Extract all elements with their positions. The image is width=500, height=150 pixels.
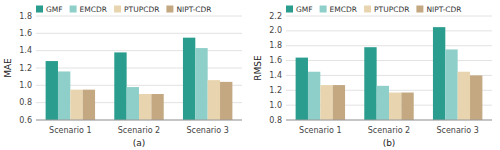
x-tick-label: Scenario 2 xyxy=(368,126,410,135)
y-tick-label: 2.0 xyxy=(269,26,282,35)
legend-item: EMCDR xyxy=(70,5,107,14)
legend-item: GMF xyxy=(286,5,313,14)
legend-swatch xyxy=(114,6,121,13)
bar xyxy=(83,90,95,120)
x-tick-label: Scenario 3 xyxy=(436,126,478,135)
grid-line xyxy=(286,45,492,46)
bars xyxy=(296,27,483,120)
grid-line xyxy=(36,33,242,34)
y-tick-label: 1.6 xyxy=(269,56,282,65)
x-axis-line xyxy=(286,120,492,121)
legend-item: PTUPCDR xyxy=(364,5,409,14)
bar xyxy=(320,85,332,120)
legend: GMF EMCDR PTUPCDR NIPT-CDR xyxy=(36,5,212,14)
y-tick-label: 2.2 xyxy=(269,12,282,21)
bar xyxy=(377,86,389,120)
y-axis-label: MAE xyxy=(3,58,13,78)
legend-swatch xyxy=(286,6,293,13)
x-axis-line xyxy=(36,120,242,121)
bar xyxy=(139,94,151,120)
legend-item: GMF xyxy=(36,5,63,14)
legend-swatch xyxy=(36,6,43,13)
legend-item: EMCDR xyxy=(320,5,357,14)
bar xyxy=(151,94,163,120)
bars xyxy=(46,38,233,120)
legend-label: PTUPCDR xyxy=(374,5,409,14)
bar xyxy=(458,72,470,120)
grid-line xyxy=(286,30,492,31)
legend-swatch xyxy=(416,6,423,13)
y-tick-label: 1.4 xyxy=(19,46,32,55)
grid-line xyxy=(36,120,242,121)
y-tick-label: 1.0 xyxy=(19,81,32,90)
x-axis-label: (b) xyxy=(383,138,396,148)
legend-label: NIPT-CDR xyxy=(176,5,211,14)
y-tick-label: 0.8 xyxy=(269,116,282,125)
legend-label: EMCDR xyxy=(330,5,357,14)
bar xyxy=(445,49,457,120)
bar xyxy=(308,72,320,120)
bar xyxy=(333,85,345,120)
bar xyxy=(470,75,482,120)
grid-line xyxy=(36,50,242,51)
bar xyxy=(433,27,445,120)
bar xyxy=(183,38,195,120)
bar xyxy=(70,90,82,120)
bar xyxy=(401,93,413,120)
legend-label: GMF xyxy=(46,5,63,14)
legend-swatch xyxy=(320,6,327,13)
legend: GMF EMCDR PTUPCDR NIPT-CDR xyxy=(286,5,462,14)
y-tick-label: 0.8 xyxy=(19,98,32,107)
legend-item: NIPT-CDR xyxy=(416,5,461,14)
grid-line xyxy=(286,16,492,17)
bar xyxy=(127,87,139,120)
grid-line xyxy=(286,60,492,61)
y-tick-label: 1.4 xyxy=(269,71,282,80)
legend-label: NIPT-CDR xyxy=(426,5,461,14)
grid-line xyxy=(36,68,242,69)
y-axis-label: RMSE xyxy=(253,55,263,81)
y-tick-label: 1.8 xyxy=(269,41,282,50)
bar xyxy=(46,61,58,120)
x-tick-label: Scenario 1 xyxy=(49,126,91,135)
chart-panel: 0.6 0.8 1.0 1.2 1.4 1.6 1.8 Scenario 1 Scenario … xyxy=(3,5,242,150)
legend-label: EMCDR xyxy=(80,5,107,14)
grid-line xyxy=(36,16,242,17)
y-tick-label: 1.8 xyxy=(19,12,32,21)
legend-swatch xyxy=(70,6,77,13)
bar xyxy=(389,93,401,120)
bar xyxy=(220,82,232,120)
chart-figure: 0.6 0.8 1.0 1.2 1.4 1.6 1.8 Scenario 1 Scenario … xyxy=(0,0,500,150)
y-tick-label: 1.2 xyxy=(19,64,32,73)
legend-item: NIPT-CDR xyxy=(166,5,211,14)
bar xyxy=(195,48,207,120)
grid-line xyxy=(286,120,492,121)
legend-item: PTUPCDR xyxy=(114,5,159,14)
bar xyxy=(58,71,70,120)
bar xyxy=(208,80,220,120)
y-tick-label: 1.0 xyxy=(269,101,282,110)
x-axis-label: (a) xyxy=(133,138,146,148)
bar xyxy=(296,58,308,120)
y-tick-label: 1.2 xyxy=(269,86,282,95)
legend-swatch xyxy=(166,6,173,13)
chart-panel: 0.8 1.0 1.2 1.4 1.6 1.8 2.0 2.2 Scenario 1 Scenar… xyxy=(253,5,492,150)
legend-label: GMF xyxy=(296,5,313,14)
bar xyxy=(114,52,126,120)
bar xyxy=(364,47,376,120)
x-tick-label: Scenario 2 xyxy=(118,126,160,135)
y-tick-label: 0.6 xyxy=(19,116,32,125)
y-tick-label: 1.6 xyxy=(19,29,32,38)
x-tick-label: Scenario 1 xyxy=(299,126,341,135)
x-tick-label: Scenario 3 xyxy=(186,126,228,135)
legend-label: PTUPCDR xyxy=(124,5,159,14)
legend-swatch xyxy=(364,6,371,13)
